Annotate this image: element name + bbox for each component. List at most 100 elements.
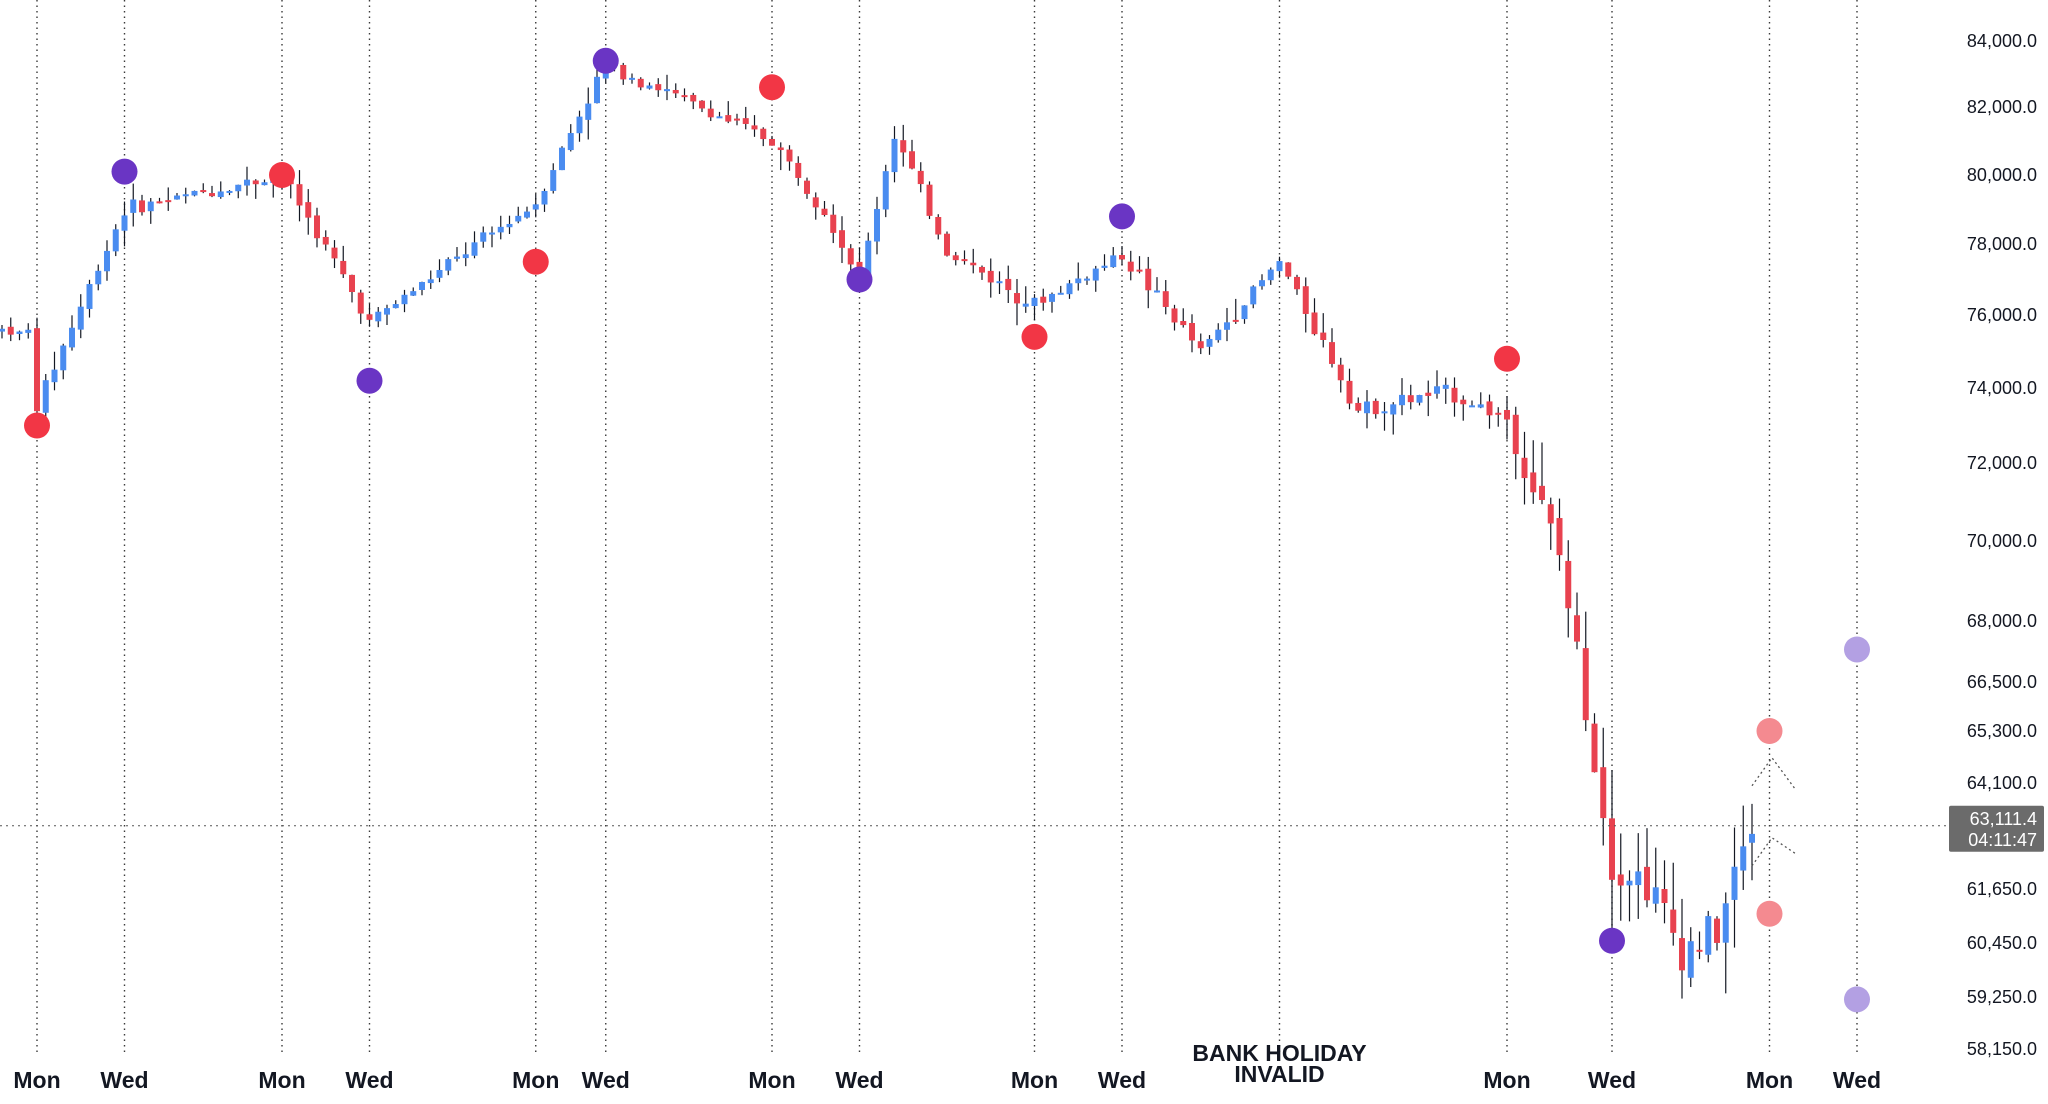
current-price-indicator: 63,111.404:11:47 bbox=[0, 805, 2044, 852]
day-label: Mon bbox=[258, 1067, 305, 1093]
price-tick-label: 84,000.0 bbox=[1967, 31, 2037, 51]
candle-down bbox=[952, 255, 959, 261]
candle-down bbox=[156, 201, 163, 204]
candle-up bbox=[1215, 329, 1222, 341]
candle-down bbox=[944, 233, 950, 256]
price-tick-label: 64,100.0 bbox=[1967, 773, 2037, 793]
time-axis[interactable]: Mon Wed Mon Wed Mon Wed Mon Wed Mon Wed Mon Wed Mon W… bbox=[13, 1067, 1881, 1093]
candle-down bbox=[1582, 648, 1589, 721]
projection-marker bbox=[1844, 986, 1870, 1013]
candle-up bbox=[410, 291, 417, 296]
candle-up bbox=[16, 331, 23, 334]
candle-down bbox=[1574, 615, 1580, 642]
candle-down bbox=[1136, 269, 1143, 272]
candle-down bbox=[1329, 342, 1335, 364]
candle-down bbox=[1609, 818, 1615, 880]
candle-down bbox=[1372, 400, 1379, 415]
day-label: Mon bbox=[1746, 1067, 1793, 1093]
candle-down bbox=[1679, 938, 1685, 971]
candle-down bbox=[1591, 723, 1598, 773]
candle-up bbox=[112, 229, 119, 252]
day-label: Wed bbox=[345, 1067, 393, 1093]
candle-up bbox=[585, 103, 592, 120]
candle-up bbox=[1749, 833, 1755, 843]
candle-down bbox=[305, 202, 312, 218]
candle-up bbox=[1049, 293, 1055, 302]
candle-down bbox=[777, 147, 784, 151]
candle-up bbox=[419, 281, 425, 290]
candle-down bbox=[751, 125, 758, 130]
grid-lines bbox=[36, 0, 1858, 1052]
price-axis[interactable]: 84,000.0 82,000.0 80,000.0 78,000.0 76,000.0… bbox=[1967, 31, 2037, 1059]
candle-up bbox=[489, 232, 495, 235]
candle-down bbox=[1512, 414, 1519, 455]
candle-up bbox=[174, 195, 180, 200]
candle-up bbox=[1469, 405, 1475, 408]
swing-low-marker bbox=[111, 158, 138, 185]
candle-up bbox=[375, 311, 382, 322]
candle-down bbox=[786, 149, 793, 162]
candle-down bbox=[1119, 255, 1125, 260]
candle-down bbox=[917, 170, 924, 185]
candle-down bbox=[1232, 319, 1239, 322]
candle-up bbox=[1687, 941, 1694, 978]
candle-down bbox=[1180, 321, 1187, 326]
candle-up bbox=[51, 369, 58, 383]
candle-down bbox=[1145, 268, 1152, 291]
candle-up bbox=[515, 215, 522, 222]
candle-up bbox=[1434, 386, 1440, 394]
candle-up bbox=[594, 76, 600, 104]
price-tick-label: 59,250.0 bbox=[1967, 987, 2037, 1007]
candle-up bbox=[401, 294, 408, 305]
annotation-line: BANK HOLIDAY bbox=[1192, 1040, 1366, 1066]
candle-up bbox=[454, 256, 460, 259]
candle-down bbox=[1504, 409, 1510, 420]
candle-up bbox=[121, 215, 128, 231]
candle-down bbox=[795, 162, 802, 178]
candle-up bbox=[1442, 384, 1449, 389]
candle-up bbox=[1477, 404, 1484, 408]
candle-down bbox=[331, 247, 338, 259]
candle-up bbox=[392, 304, 399, 309]
candle-down bbox=[821, 208, 828, 216]
candle-down bbox=[769, 138, 775, 146]
candle-down bbox=[209, 193, 215, 197]
candle-up bbox=[1399, 394, 1405, 406]
price-tick-label: 61,650.0 bbox=[1967, 879, 2037, 899]
candle-down bbox=[655, 84, 662, 91]
candle-up bbox=[436, 269, 443, 278]
candle-down bbox=[935, 216, 942, 235]
candle-down bbox=[847, 248, 854, 265]
candle-down bbox=[926, 184, 933, 216]
candle-up bbox=[95, 270, 102, 285]
candle-up bbox=[1241, 305, 1248, 320]
candle-down bbox=[734, 118, 740, 121]
candle-up bbox=[874, 208, 880, 242]
candle-down bbox=[1714, 918, 1720, 943]
candle-down bbox=[349, 274, 355, 293]
candle-up bbox=[1101, 265, 1108, 268]
candle-down bbox=[1644, 866, 1650, 901]
swing-low-marker bbox=[846, 266, 873, 293]
candle-up bbox=[541, 191, 548, 205]
candle-up bbox=[1057, 292, 1064, 295]
candle-up bbox=[244, 179, 250, 186]
candle-up bbox=[1154, 290, 1160, 293]
day-label: Wed bbox=[1098, 1067, 1146, 1093]
candle-down bbox=[1617, 874, 1624, 886]
swing-low-marker bbox=[1109, 203, 1135, 230]
candle-up bbox=[1416, 395, 1423, 403]
candle-down bbox=[1189, 323, 1195, 341]
candle-up bbox=[1250, 286, 1257, 305]
candle-down bbox=[1311, 312, 1318, 335]
candle-down bbox=[839, 230, 845, 248]
candle-down bbox=[1127, 261, 1134, 272]
candle-down bbox=[900, 140, 907, 153]
candle-down bbox=[804, 180, 810, 194]
candle-down bbox=[1302, 286, 1309, 314]
swing-high-marker bbox=[522, 248, 549, 275]
candle-down bbox=[7, 326, 14, 335]
candle-up bbox=[1635, 871, 1642, 886]
candle-up bbox=[891, 138, 898, 173]
candle-up bbox=[506, 223, 513, 228]
